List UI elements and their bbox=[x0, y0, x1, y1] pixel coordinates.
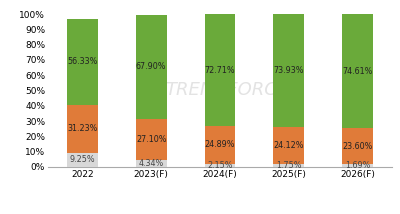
Bar bbox=[342, 14, 373, 128]
Text: 9.25%: 9.25% bbox=[70, 155, 95, 164]
Bar bbox=[67, 19, 98, 105]
Text: 7: 7 bbox=[141, 72, 162, 101]
Text: 72.71%: 72.71% bbox=[205, 65, 235, 74]
Bar bbox=[273, 14, 304, 127]
Bar bbox=[273, 127, 304, 164]
Text: 67.90%: 67.90% bbox=[136, 62, 166, 71]
Text: 24.89%: 24.89% bbox=[205, 140, 235, 149]
Bar bbox=[342, 128, 373, 164]
Text: 73.93%: 73.93% bbox=[274, 66, 304, 75]
Text: 27.10%: 27.10% bbox=[136, 135, 166, 144]
Bar bbox=[204, 15, 236, 126]
Text: 31.23%: 31.23% bbox=[67, 124, 98, 133]
Bar bbox=[67, 105, 98, 153]
Text: 23.60%: 23.60% bbox=[342, 142, 373, 151]
Bar bbox=[273, 164, 304, 167]
Text: 1.75%: 1.75% bbox=[276, 161, 302, 170]
Text: 4.34%: 4.34% bbox=[138, 159, 164, 168]
Bar bbox=[136, 160, 167, 167]
Text: 24.12%: 24.12% bbox=[274, 141, 304, 150]
Text: TRENDFORCE: TRENDFORCE bbox=[165, 81, 288, 99]
Bar bbox=[204, 164, 236, 167]
Bar bbox=[136, 15, 167, 119]
Bar bbox=[204, 126, 236, 164]
Text: 1.69%: 1.69% bbox=[345, 161, 370, 170]
Bar bbox=[342, 164, 373, 167]
Text: 74.61%: 74.61% bbox=[342, 67, 373, 76]
Bar bbox=[67, 153, 98, 167]
Text: 2.15%: 2.15% bbox=[207, 161, 233, 170]
Bar bbox=[136, 119, 167, 160]
Text: 56.33%: 56.33% bbox=[67, 58, 98, 67]
